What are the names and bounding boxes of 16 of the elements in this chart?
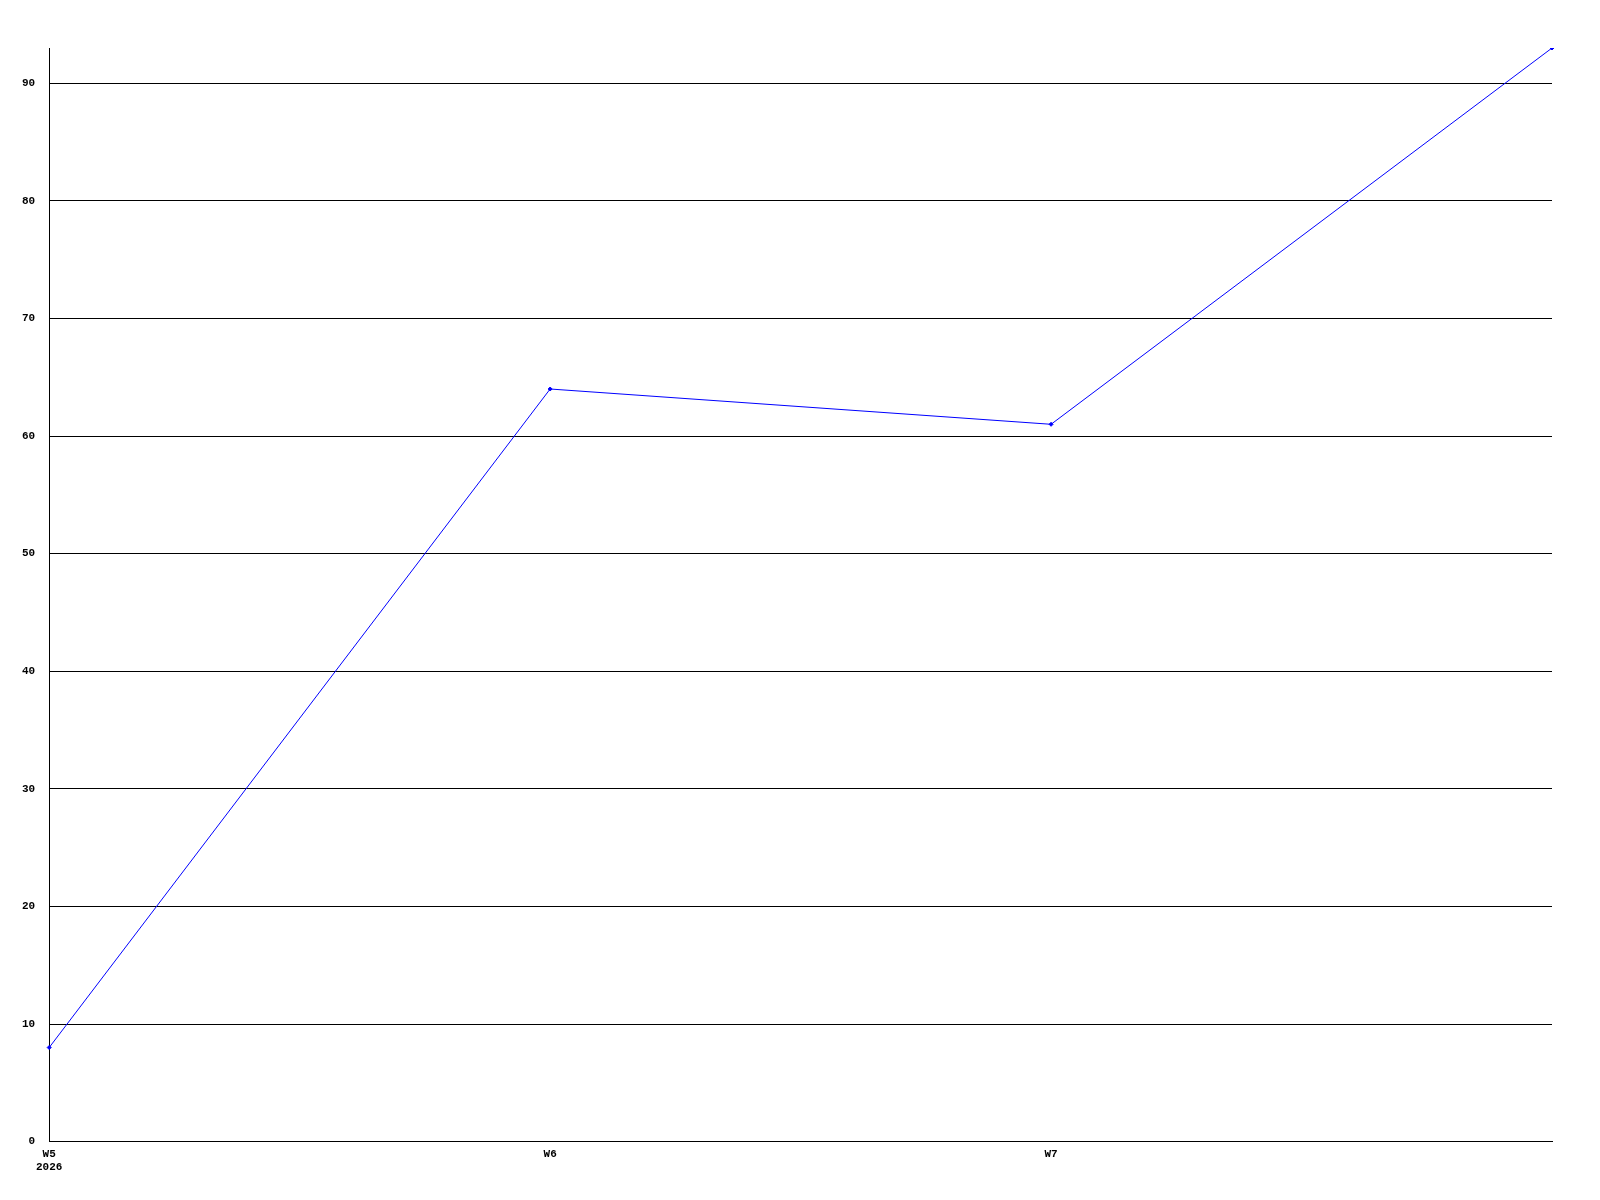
y-tick-label: 90 bbox=[22, 77, 36, 90]
y-tick-label: 20 bbox=[22, 900, 36, 913]
x-tick-label: W6 bbox=[543, 1147, 557, 1160]
y-tick-label: 80 bbox=[22, 194, 36, 207]
y-tick-label: 70 bbox=[22, 312, 36, 325]
x-tick-label: W5 2026 bbox=[36, 1147, 63, 1174]
point bbox=[46, 1045, 52, 1051]
y-tick-label: 10 bbox=[22, 1017, 36, 1030]
y-tick-label: 60 bbox=[22, 429, 36, 442]
y-tick-label: 50 bbox=[22, 547, 36, 560]
y-tick-label: 30 bbox=[22, 782, 36, 795]
point bbox=[547, 386, 553, 392]
x-tick-label: W7 bbox=[1044, 1147, 1058, 1160]
y-tick-label: 40 bbox=[22, 665, 36, 677]
y-tick-label: 0 bbox=[28, 1135, 36, 1148]
point bbox=[1048, 421, 1054, 427]
